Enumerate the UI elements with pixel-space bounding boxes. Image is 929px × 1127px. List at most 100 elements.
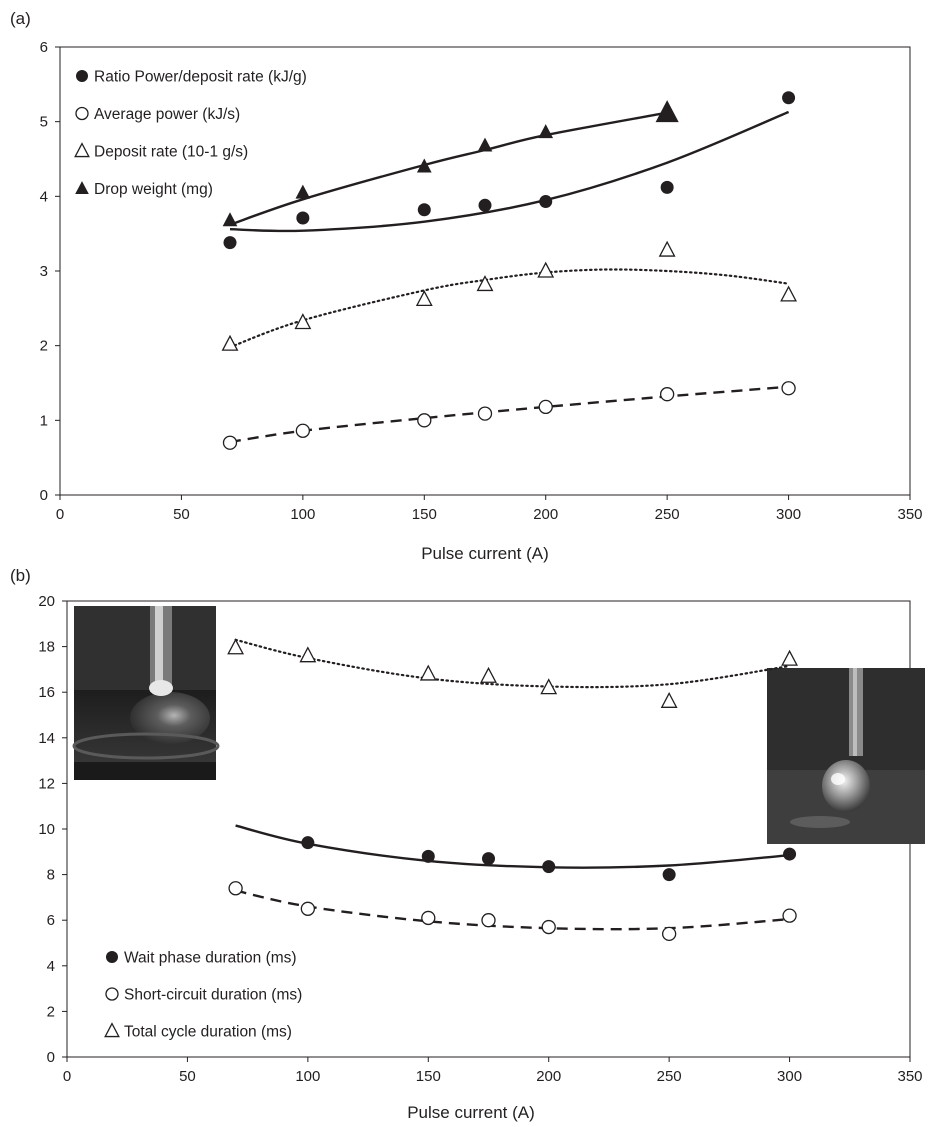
data-point <box>421 910 436 926</box>
legend-marker <box>76 70 88 82</box>
data-point <box>227 638 245 655</box>
legend-marker <box>104 1022 120 1038</box>
data-point <box>660 691 678 708</box>
data-point <box>228 881 243 896</box>
data-point <box>417 203 431 217</box>
data-point <box>296 211 310 225</box>
y-tick-label: 8 <box>47 867 55 884</box>
panel-label: (b) <box>10 566 31 585</box>
x-axis-title: Pulse current (A) <box>421 544 549 563</box>
y-tick-label: 0 <box>47 1049 55 1066</box>
y-tick-label: 3 <box>40 263 48 280</box>
y-tick-label: 18 <box>38 639 55 656</box>
photo-inset-arc <box>72 606 220 780</box>
legend-label: Ratio Power/deposit rate (kJ/g) <box>94 69 307 86</box>
x-tick-label: 0 <box>56 506 64 523</box>
data-point <box>294 313 312 330</box>
data-point <box>541 919 556 935</box>
y-tick-label: 4 <box>47 958 55 975</box>
legend: Wait phase duration (ms) Short-circuit du… <box>104 950 302 1041</box>
legend-marker <box>106 951 118 963</box>
data-point <box>477 406 493 421</box>
y-tick-label: 16 <box>38 684 55 701</box>
trend-line <box>234 638 791 689</box>
legend-marker <box>75 106 89 121</box>
data-point <box>477 137 493 152</box>
data-point <box>223 236 237 250</box>
x-tick-label: 300 <box>776 506 801 523</box>
y-tick-label: 5 <box>40 114 48 131</box>
y-tick-label: 10 <box>38 821 55 838</box>
legend-label: Drop weight (mg) <box>94 181 213 198</box>
legend: Ratio Power/deposit rate (kJ/g) Average p… <box>74 69 307 198</box>
x-tick-label: 200 <box>536 1068 561 1085</box>
x-tick-label: 100 <box>295 1068 320 1085</box>
data-point <box>416 158 432 173</box>
x-tick-label: 200 <box>533 506 558 523</box>
photo-inset-drop <box>767 668 925 844</box>
data-point <box>482 852 495 866</box>
data-point <box>660 180 674 194</box>
data-point <box>780 285 797 302</box>
data-point <box>295 423 311 438</box>
x-tick-label: 150 <box>416 1068 441 1085</box>
panel-a: (a) 0 50 100 150 200 250 300 350 0 1 2 3 4 5 6 Ratio P… <box>10 9 923 563</box>
data-point <box>295 184 311 199</box>
y-tick-label: 0 <box>40 487 48 504</box>
data-point <box>301 836 315 850</box>
panel-b: (b) 0 50 100 150 200 250 300 350 0 2 4 6 8 10 12 14 16 18… <box>10 566 925 1122</box>
x-tick-label: 300 <box>777 1068 802 1085</box>
x-axis-title: Pulse current (A) <box>407 1103 535 1122</box>
data-point <box>415 289 433 307</box>
x-tick-label: 100 <box>290 506 315 523</box>
trend-line <box>235 824 790 869</box>
axes: 0 50 100 150 200 250 300 350 0 1 2 3 4 5 6 <box>40 39 923 523</box>
data-point <box>417 413 432 428</box>
data-point <box>781 381 796 396</box>
x-tick-label: 350 <box>897 506 922 523</box>
x-tick-label: 50 <box>179 1068 196 1085</box>
legend-marker <box>75 181 89 195</box>
x-tick-label: 250 <box>655 506 680 523</box>
x-tick-label: 0 <box>63 1068 71 1085</box>
trend-line <box>229 385 789 444</box>
y-tick-label: 1 <box>40 412 48 429</box>
data-point <box>222 435 238 450</box>
y-tick-label: 12 <box>38 775 55 792</box>
y-tick-label: 6 <box>47 912 55 929</box>
panel-label: (a) <box>10 9 31 28</box>
data-point <box>537 261 555 278</box>
data-point <box>658 240 676 257</box>
data-point <box>655 100 679 123</box>
legend-marker <box>105 987 119 1001</box>
legend-label: Wait phase duration (ms) <box>124 950 297 967</box>
data-point <box>659 387 675 402</box>
data-point <box>661 926 677 942</box>
trend-lines <box>234 638 791 931</box>
data-point <box>782 91 796 105</box>
legend-label: Average power (kJ/s) <box>94 106 240 123</box>
y-tick-label: 4 <box>40 188 48 205</box>
data-point <box>221 334 239 351</box>
trend-line <box>229 111 668 226</box>
data-point <box>538 124 554 139</box>
x-tick-label: 50 <box>173 506 190 523</box>
y-tick-label: 2 <box>40 338 48 355</box>
data-point <box>299 646 317 663</box>
x-tick-label: 150 <box>412 506 437 523</box>
data-markers <box>221 91 797 450</box>
data-point <box>222 212 238 227</box>
data-point <box>662 868 676 882</box>
trend-line <box>229 110 790 233</box>
legend-marker <box>74 142 90 158</box>
data-point <box>300 901 316 916</box>
data-point <box>481 913 496 928</box>
data-point <box>480 666 497 683</box>
trend-lines <box>228 110 790 444</box>
y-tick-label: 14 <box>38 730 55 747</box>
x-tick-label: 250 <box>657 1068 682 1085</box>
data-point <box>476 275 494 292</box>
trend-line <box>235 889 790 931</box>
data-point <box>538 399 553 415</box>
